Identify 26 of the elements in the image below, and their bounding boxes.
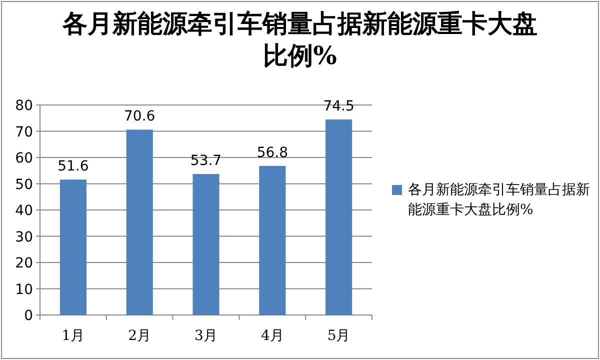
y-tick-label: 70 [15,124,33,140]
y-tick-label: 20 [15,256,33,272]
data-label: 70.6 [124,108,156,125]
bar [126,130,153,315]
data-label: 51.6 [58,158,89,175]
x-tick-label: 4月 [260,328,284,344]
y-tick-label: 10 [15,282,33,298]
y-tick-label: 40 [15,203,33,219]
y-tick-label: 50 [15,176,33,193]
bar [259,166,286,315]
data-label: 56.8 [256,144,288,161]
x-tick-label: 5月 [327,328,350,344]
y-tick-label: 60 [15,150,33,166]
x-tick-label: 3月 [194,328,218,344]
bar [60,180,86,315]
bar [192,174,220,315]
x-tick-label: 1月 [62,328,85,344]
y-tick-label: 30 [15,229,33,246]
data-label: 53.7 [190,153,222,170]
y-tick-label: 80 [15,98,33,114]
title: 各月新能源牵引车销量占据新能源重卡大盘比例% [61,8,538,72]
y-tick-label: 0 [24,308,33,324]
bar [326,119,352,315]
legend: 各月新能源牵引车销量占据新能源重卡大盘比例% [392,180,592,220]
data-label: 74.5 [323,98,354,114]
x-tick-label: 2月 [128,328,152,344]
